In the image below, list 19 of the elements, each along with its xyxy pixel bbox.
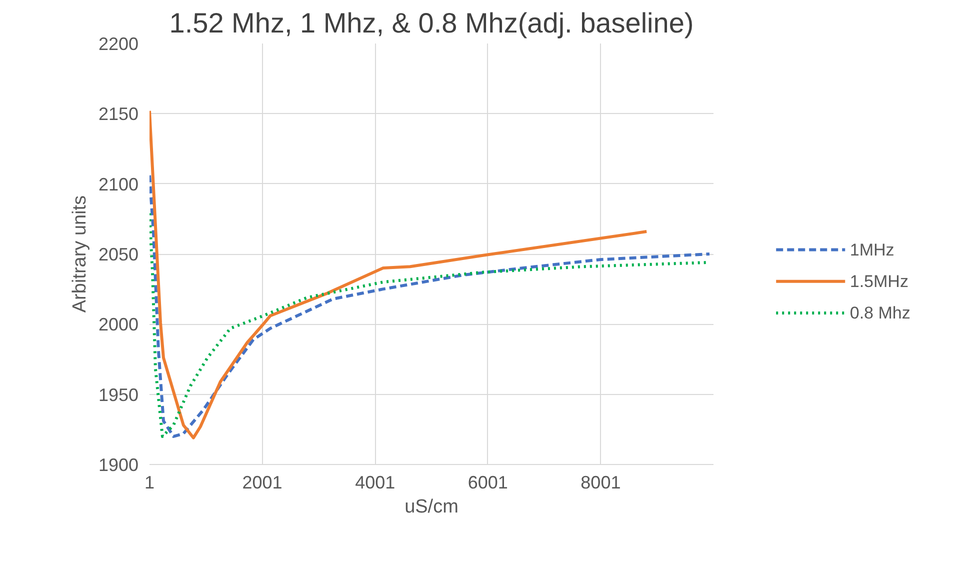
x-axis-title: uS/cm [404, 496, 458, 518]
x-tick-label: 2001 [242, 472, 282, 492]
y-axis-title: Arbitrary units [69, 195, 90, 313]
y-tick-label: 2150 [98, 104, 139, 124]
chart-title: 1.52 Mhz, 1 Mhz, & 0.8 Mhz(adj. baseline) [169, 8, 694, 38]
y-tick-label: 1950 [98, 384, 139, 405]
legend-label: 0.8 Mhz [850, 303, 910, 322]
x-tick-label: 6001 [468, 472, 508, 492]
y-tick-label: 1900 [98, 455, 139, 475]
line-series [150, 109, 648, 440]
legend-label: 1MHz [850, 240, 894, 260]
x-tick-label: 4001 [355, 472, 396, 492]
legend-label: 1.5MHz [850, 272, 908, 291]
y-tick-label: 2200 [98, 34, 139, 54]
y-tick-label: 2050 [98, 244, 139, 264]
y-tick-label: 2100 [98, 174, 139, 194]
x-tick-label: 1 [144, 472, 155, 492]
y-tick-label: 2000 [98, 314, 139, 335]
x-tick-label: 8001 [580, 472, 621, 492]
